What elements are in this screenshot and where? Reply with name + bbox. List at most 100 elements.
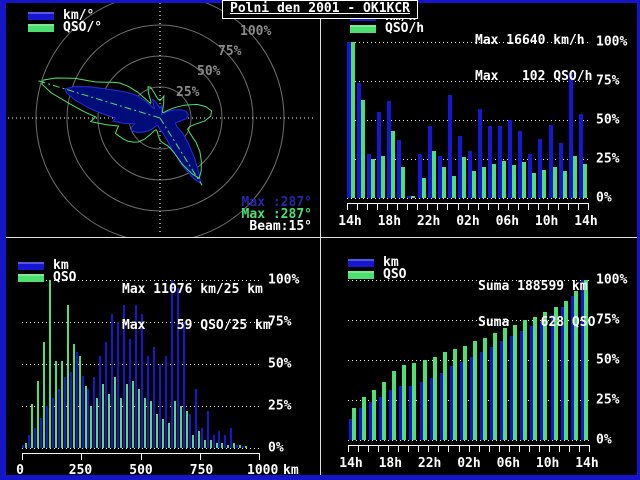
y-tick-label: 100%: [596, 272, 628, 288]
distance-x-labels: 0 250 500 750 1000: [5, 463, 279, 475]
km/h-bar: [478, 109, 483, 198]
km-bar: [27, 434, 30, 448]
bar-slot: [22, 280, 28, 448]
y-tick-label: 100%: [268, 272, 300, 288]
km-bar: [164, 355, 167, 448]
QSO-bar: [227, 444, 230, 448]
distance-histogram-chart: km QSO Max 11076 km/25 km Max 59 QSO/25 …: [0, 237, 320, 475]
bar-slot: [152, 280, 159, 448]
bar-slot: [427, 42, 438, 198]
y-tick-label: 0%: [596, 432, 612, 448]
bars: [22, 280, 260, 448]
QSO-bar: [462, 345, 467, 440]
x-tick-label: 1000: [247, 463, 279, 475]
bar-slot: [509, 280, 519, 440]
hourly-y-axis: 100% 75% 50% 25% 0%: [596, 35, 638, 206]
legend-row-qso-sum: QSO: [348, 268, 406, 281]
bar-slot: [141, 280, 147, 448]
km-bar: [129, 338, 132, 448]
cumulative-stats: Suma 188599 km Suma 628 QSO: [478, 257, 595, 353]
bar-slot: [518, 42, 528, 198]
QSO/°-pattern: [41, 77, 213, 180]
QSO-bar: [221, 442, 224, 448]
bar-slot: [538, 42, 548, 198]
km-per-deg-swatch: [28, 12, 54, 20]
km/h-bar: [548, 124, 553, 198]
axis-tick: [398, 446, 408, 452]
bar-slot: [407, 42, 417, 198]
bar-slot: [580, 280, 590, 440]
QSO-bar: [72, 343, 75, 448]
gridline-75%: [348, 320, 590, 321]
legend-row-qso-per-deg: QSO/°: [28, 21, 102, 34]
axis-tick: [397, 204, 407, 210]
km-bar: [33, 427, 36, 448]
km-bar: [152, 347, 155, 448]
bar-slot: [408, 280, 418, 440]
QSO-bar: [84, 385, 87, 448]
qso-per-h-swatch: [350, 25, 376, 33]
km-bar: [147, 355, 150, 448]
QSO-bar: [563, 300, 568, 440]
bar-slot: [75, 280, 82, 448]
bar-slot: [117, 280, 123, 448]
bar-slot: [457, 42, 468, 198]
suma-qso: Suma 628 QSO: [478, 315, 596, 330]
bar-slot: [188, 280, 195, 448]
km-sum-label: km: [383, 255, 399, 270]
QSO-bar: [102, 384, 105, 448]
km-bar: [170, 280, 173, 448]
QSO-bar: [483, 337, 488, 440]
km-bar: [99, 355, 102, 448]
bars: [348, 280, 590, 440]
axis-tick: [427, 204, 437, 210]
bar-slot: [218, 280, 224, 448]
bar-slot: [147, 280, 153, 448]
km-bar: [230, 427, 233, 448]
bar-slot: [81, 280, 88, 448]
axis-tick: [568, 204, 578, 210]
bar-slot: [488, 42, 498, 198]
y-tick-label: 0%: [268, 440, 284, 456]
QSO-bar: [472, 340, 477, 440]
axis-tick: [447, 204, 457, 210]
QSO-bar: [573, 291, 578, 440]
bar-slot: [347, 42, 357, 198]
bar-slot: [87, 280, 93, 448]
bar-slot: [129, 280, 135, 448]
QSO-bar: [543, 312, 548, 440]
km/h-bar: [508, 120, 513, 198]
bar-slot: [63, 280, 70, 448]
bar-slot: [93, 280, 99, 448]
frame-right: [637, 0, 640, 480]
km/h-bar: [528, 154, 533, 198]
QSO-bar: [150, 400, 153, 448]
x-tick-label: 02h: [456, 214, 480, 229]
axis-tick: [407, 204, 417, 210]
x-tick-label: 22h: [417, 456, 442, 471]
axis-tick: [517, 204, 528, 210]
legend-row-qso: QSO: [18, 271, 76, 284]
QSO-bar: [114, 377, 117, 448]
axis-tick: [557, 204, 568, 210]
bar-slot: [170, 280, 177, 448]
gridline-0%: [348, 440, 590, 441]
x-tick-label: 22h: [416, 214, 441, 229]
km-bar: [158, 364, 161, 448]
distance-plot-area: [22, 280, 260, 449]
km-bar: [69, 372, 72, 448]
y-tick-label: 25%: [596, 392, 620, 408]
axis-tick: [497, 204, 508, 210]
polar-max-qso-bearing: Max :287°: [241, 207, 312, 222]
gridline-75%: [347, 81, 589, 82]
axis-tick: [199, 454, 260, 460]
km-bar: [45, 406, 48, 448]
y-tick-label: 50%: [596, 112, 620, 128]
axis-tick: [578, 204, 590, 210]
gridline-100%: [347, 42, 589, 43]
QSO-bar: [412, 363, 417, 440]
QSO-bar: [452, 348, 457, 440]
QSO-bar: [155, 414, 158, 448]
axis-tick: [488, 446, 499, 452]
